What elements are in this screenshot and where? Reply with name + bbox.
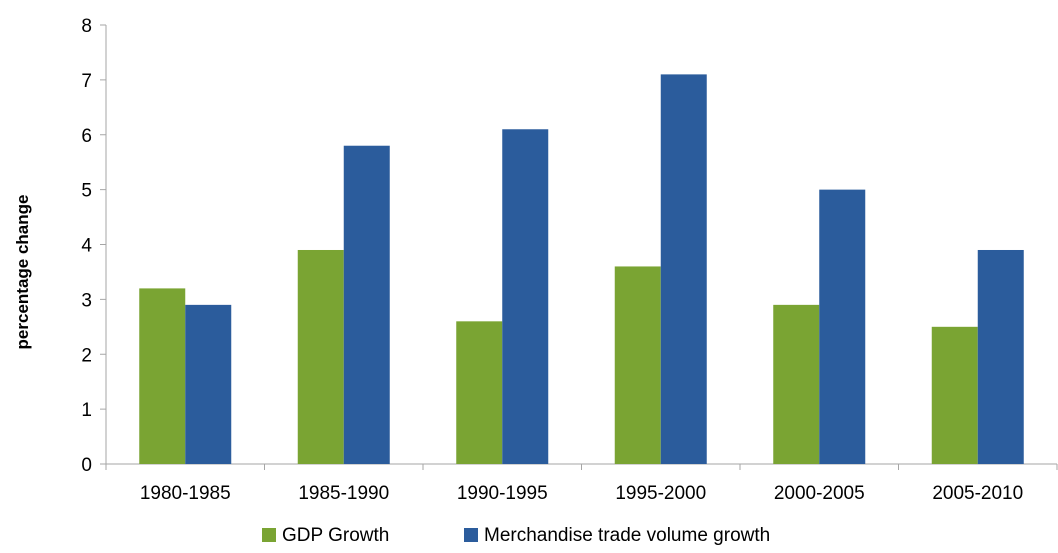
x-tick-label: 2000-2005 [774,483,865,504]
y-tick-label: 7 [81,71,92,92]
y-tick-label: 3 [81,290,92,311]
legend-label: GDP Growth [282,525,389,546]
x-tick-label: 1980-1985 [140,483,231,504]
legend-swatch [464,528,478,542]
x-tick-label: 1985-1990 [298,483,389,504]
y-tick-label: 4 [81,236,92,257]
y-tick-label: 2 [81,345,92,366]
bar-gdp-growth [297,249,344,464]
legend-label: Merchandise trade volume growth [484,525,770,546]
bar-gdp-growth [139,288,186,464]
legend: GDP Growth Merchandise trade volume growt… [262,525,770,546]
plot-area: 0 1 2 3 4 5 6 7 8 1980-1985 1985-1990 1990-1995 1995… [81,16,1058,504]
y-tick-label: 6 [81,126,92,147]
x-tick-label: 1995-2000 [615,483,706,504]
bar-gdp-growth [614,266,661,464]
y-axis-title: percentage change [13,195,32,350]
y-tick-label: 5 [81,181,92,202]
x-tick-label: 2005-2010 [932,483,1023,504]
x-tick-label: 1990-1995 [457,483,548,504]
y-tick-label: 8 [81,16,92,37]
bar-trade-volume-growth [660,74,707,464]
bar-trade-volume-growth [343,145,390,464]
bar-trade-volume-growth [977,249,1024,464]
bar-gdp-growth [931,326,978,464]
y-tick-label: 1 [81,400,92,421]
bar-trade-volume-growth [819,189,866,464]
bar-gdp-growth [773,304,820,464]
bar-gdp-growth [456,321,503,464]
legend-swatch [262,528,276,542]
bar-trade-volume-growth [185,304,232,464]
y-tick-label: 0 [81,455,92,476]
bar-trade-volume-growth [502,129,549,464]
